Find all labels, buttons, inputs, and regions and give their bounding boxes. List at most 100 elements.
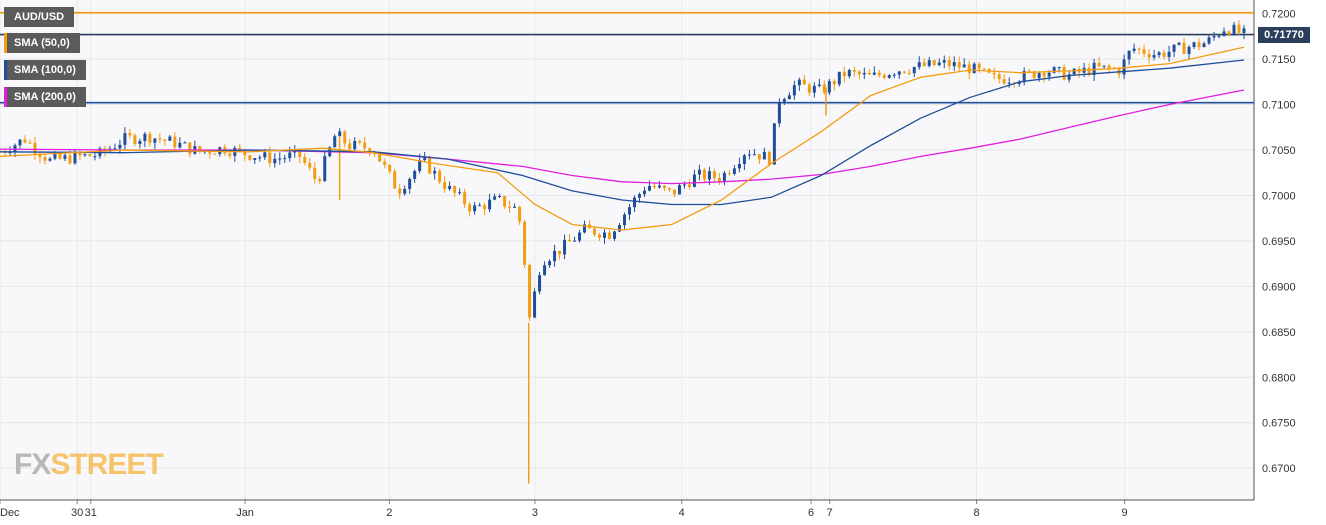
candle-body	[348, 143, 352, 150]
candle-body	[1122, 59, 1126, 75]
candle-body	[523, 221, 527, 265]
candle-body	[478, 205, 482, 207]
candle-body	[1182, 42, 1186, 54]
candle-body	[308, 162, 312, 168]
candle-body	[148, 133, 152, 143]
candle-body	[513, 206, 517, 208]
candle-body	[378, 153, 382, 162]
candle-body	[722, 172, 726, 182]
x-tick-label: 8	[973, 507, 979, 519]
candle-body	[133, 135, 137, 144]
candle-body	[383, 161, 387, 165]
candle-body	[967, 64, 971, 74]
candle-body	[832, 81, 836, 85]
candle-body	[68, 155, 72, 164]
candle-body	[772, 123, 776, 165]
candle-body	[842, 71, 846, 77]
candle-body	[453, 186, 457, 193]
candle-body	[1097, 62, 1101, 67]
candle-body	[543, 265, 547, 276]
candle-body	[28, 142, 32, 144]
candle-body	[777, 101, 781, 124]
candle-body	[553, 250, 557, 262]
candle-body	[992, 72, 996, 75]
candle-body	[1207, 37, 1211, 44]
candle-body	[313, 167, 317, 179]
candle-body	[288, 152, 292, 159]
candle-body	[563, 239, 567, 255]
candle-body	[1037, 72, 1041, 78]
x-tick-label: Jan	[236, 507, 254, 519]
candle-body	[398, 188, 402, 194]
y-tick-label: 0.6900	[1262, 281, 1296, 293]
candle-body	[113, 148, 117, 150]
y-tick-label: 0.7200	[1262, 9, 1296, 21]
candle-body	[822, 84, 826, 93]
y-tick-label: 0.6800	[1262, 372, 1296, 384]
candle-body	[957, 62, 961, 68]
candle-body	[548, 261, 552, 266]
candle-body	[73, 152, 77, 164]
candle-body	[662, 185, 666, 189]
candle-body	[368, 148, 372, 154]
candle-body	[1147, 53, 1151, 58]
y-tick-label: 0.7150	[1262, 54, 1296, 66]
candle-body	[418, 159, 422, 172]
candle-body	[48, 158, 52, 161]
watermark-fx: FX	[14, 448, 51, 481]
legend-label: SMA (200,0)	[14, 91, 76, 103]
candle-body	[927, 60, 931, 66]
candle-body	[1157, 52, 1161, 56]
x-tick-label: 30	[71, 507, 83, 519]
candle-body	[393, 171, 397, 189]
candle-body	[672, 189, 676, 195]
candle-body	[787, 95, 791, 100]
candle-body	[1087, 67, 1091, 75]
candle-body	[343, 131, 347, 144]
candle-body	[158, 138, 162, 140]
x-tick-label: 4	[679, 507, 685, 519]
candle-body	[213, 153, 217, 155]
candle-body	[423, 157, 427, 160]
candle-body	[867, 72, 871, 75]
candle-body	[882, 75, 886, 78]
candle-body	[463, 192, 467, 205]
candle-body	[608, 232, 612, 239]
candle-body	[682, 184, 686, 186]
candle-body	[613, 231, 617, 239]
candle-body	[1187, 46, 1191, 54]
candle-body	[652, 185, 656, 188]
candle-body	[1197, 42, 1201, 48]
candle-body	[852, 70, 856, 72]
candle-body	[817, 84, 821, 86]
candle-body	[912, 67, 916, 74]
candle-body	[578, 232, 582, 241]
candle-body	[647, 185, 651, 191]
candle-body	[1042, 72, 1046, 77]
candle-body	[1132, 48, 1136, 51]
candle-body	[1017, 82, 1021, 85]
candle-body	[448, 186, 452, 190]
candle-body	[1127, 50, 1131, 60]
candle-body	[303, 157, 307, 163]
candle-body	[118, 144, 122, 149]
candle-body	[153, 138, 157, 143]
candle-body	[518, 206, 522, 222]
candle-body	[93, 156, 97, 158]
candle-body	[1137, 48, 1141, 50]
candle-body	[253, 158, 257, 161]
candle-body	[338, 131, 342, 137]
y-tick-label: 0.7100	[1262, 100, 1296, 112]
candle-body	[173, 136, 177, 148]
candle-body	[1027, 70, 1031, 72]
candle-body	[692, 174, 696, 187]
x-tick-label: 6	[808, 507, 814, 519]
x-tick-label: 31	[85, 507, 97, 519]
candle-body	[712, 171, 716, 178]
candle-body	[483, 205, 487, 210]
candle-body	[1237, 24, 1241, 33]
legend-label: SMA (50,0)	[14, 37, 70, 49]
candle-body	[498, 196, 502, 198]
x-tick-label: Dec	[0, 507, 20, 519]
